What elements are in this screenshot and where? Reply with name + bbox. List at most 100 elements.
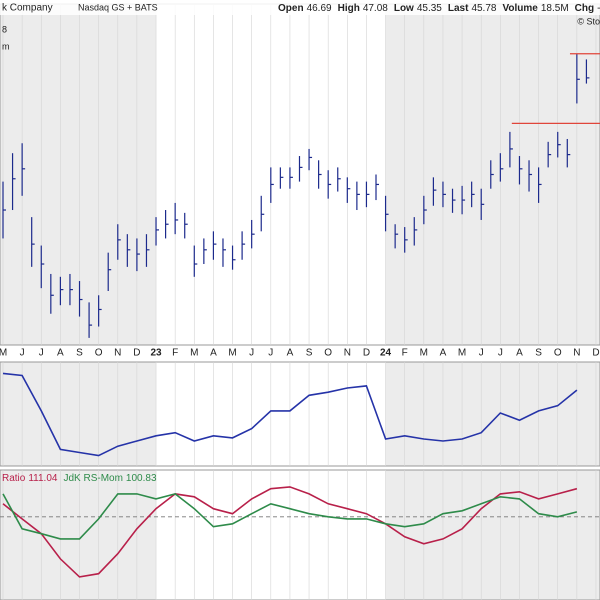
quote-value: -0 <box>597 3 600 14</box>
price-bar <box>136 238 140 272</box>
price-bar <box>203 238 207 265</box>
price-bar <box>461 185 466 215</box>
price-bar <box>509 131 513 168</box>
x-tick-label: J <box>268 348 273 359</box>
price-bar <box>107 252 112 292</box>
price-bar <box>432 177 437 206</box>
price-bar <box>78 281 83 317</box>
price-bar <box>251 219 255 249</box>
price-bar <box>59 276 64 306</box>
quote-label: Open <box>278 3 304 14</box>
price-bar <box>279 167 284 189</box>
series-line <box>2 486 578 578</box>
x-tick-label: S <box>76 348 83 359</box>
x-tick-label: M <box>228 348 236 359</box>
x-tick-label: M <box>190 348 198 359</box>
legend-value: 111.04 <box>28 473 58 484</box>
price-bar <box>222 238 226 267</box>
price-bar <box>528 160 533 192</box>
price-bar <box>155 217 160 246</box>
fragment: m <box>2 41 10 51</box>
price-bar <box>404 227 408 253</box>
legend-name: Ratio <box>2 473 26 484</box>
x-tick-label: D <box>133 348 140 359</box>
price-bar <box>31 217 35 267</box>
price-bar <box>480 188 485 220</box>
price-bar <box>346 177 351 203</box>
year-shade <box>0 362 157 466</box>
marks <box>0 53 600 578</box>
price-bar <box>394 224 399 249</box>
x-tick-label: N <box>573 348 580 359</box>
price-bar <box>308 148 313 171</box>
legend-value: 100.83 <box>126 473 157 484</box>
x-tick-label: M <box>420 348 428 359</box>
price-bar <box>566 138 571 168</box>
x-tick-label: N <box>344 348 351 359</box>
quote-value: 18.5M <box>541 3 569 14</box>
x-tick-label: S <box>306 348 313 359</box>
series-line <box>2 493 578 540</box>
x-tick-label: S <box>535 348 542 359</box>
exchange: Nasdaq GS + BATS <box>78 2 158 12</box>
price-bar <box>98 295 102 327</box>
price-bar <box>375 174 380 201</box>
price-bar <box>442 181 446 208</box>
price-bar <box>423 195 427 225</box>
price-bar <box>11 153 16 211</box>
year-shade <box>385 470 600 600</box>
quote-value: 47.08 <box>363 3 388 14</box>
price-bar <box>88 302 93 338</box>
legend: Ratio 111.04 JdK RS-Mom 100.83 <box>2 473 157 484</box>
price-bar <box>212 231 217 260</box>
price-bar <box>499 153 504 182</box>
x-tick-label: A <box>516 348 523 359</box>
price-bar <box>557 131 561 158</box>
quote-label: Volume <box>502 3 538 14</box>
price-bar <box>50 273 54 314</box>
price-bar <box>337 167 341 192</box>
header-bg <box>0 0 600 15</box>
price-bar <box>289 167 293 189</box>
x-tick-label: A <box>210 348 217 359</box>
price-bar <box>193 245 198 277</box>
price-bar <box>145 234 150 267</box>
year-shade <box>385 362 600 466</box>
fragment: 8 <box>2 24 7 34</box>
x-tick-label: D <box>592 348 599 359</box>
x-tick-label: M <box>0 348 7 359</box>
price-bar <box>471 181 475 208</box>
x-tick-label: M <box>458 348 466 359</box>
price-bar <box>356 181 360 211</box>
price-bar <box>384 195 389 232</box>
year-shade <box>0 4 157 345</box>
x-tick-label: A <box>57 348 64 359</box>
price-bar <box>164 210 169 239</box>
credit: © Sto <box>577 16 600 26</box>
x-tick-label: 24 <box>380 348 392 359</box>
price-bar <box>547 141 552 168</box>
price-bar <box>490 160 494 189</box>
price-bar <box>184 212 188 239</box>
x-tick-label: J <box>479 348 484 359</box>
x-tick-label: D <box>363 348 370 359</box>
x-tick-label: F <box>402 348 408 359</box>
price-bar <box>451 188 456 213</box>
quote-label: High <box>338 3 360 14</box>
x-tick-label: A <box>440 348 447 359</box>
panel-border <box>0 361 600 467</box>
price-bar <box>365 181 370 208</box>
price-bar <box>298 156 303 182</box>
price-bar <box>518 156 523 185</box>
price-bar <box>576 53 580 104</box>
price-bar <box>40 245 45 289</box>
quote-value: 45.78 <box>471 3 496 14</box>
year-shade <box>0 470 157 600</box>
quote-label: Chg <box>575 3 594 14</box>
price-bar <box>413 217 418 246</box>
x-tick-label: O <box>95 348 103 359</box>
x-tick-label: J <box>498 348 503 359</box>
x-tick-label: A <box>287 348 294 359</box>
